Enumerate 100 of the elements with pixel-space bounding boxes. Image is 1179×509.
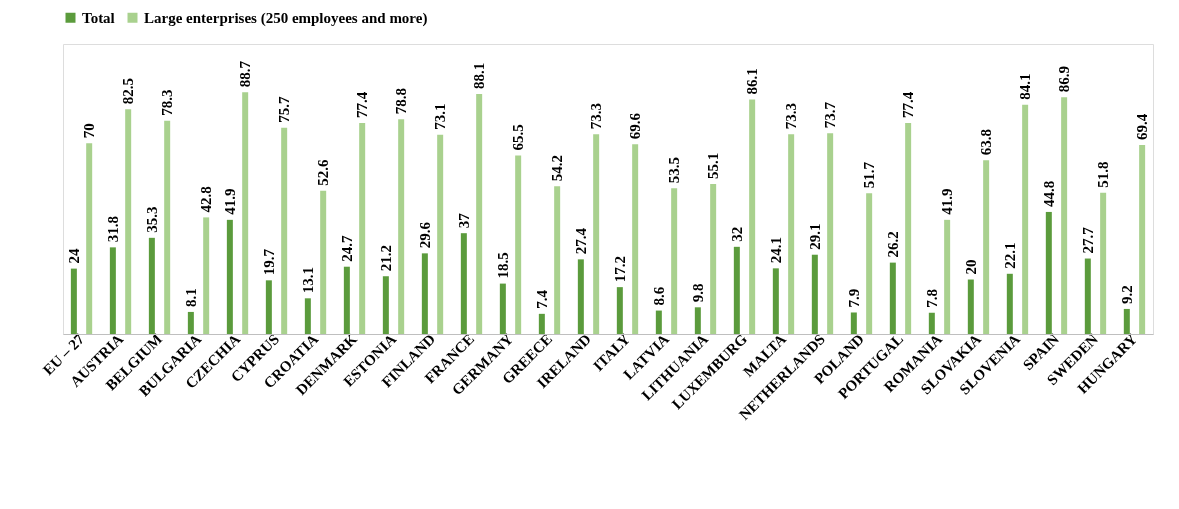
bar — [1123, 308, 1130, 334]
bar — [148, 237, 155, 334]
bar — [733, 246, 740, 334]
data-label: 29.6 — [416, 221, 433, 249]
data-label: 52.6 — [315, 158, 332, 186]
bar — [359, 123, 366, 334]
data-label: 17.2 — [611, 255, 628, 283]
bar — [905, 123, 912, 334]
data-label: 26.2 — [884, 231, 901, 258]
data-label: 7.9 — [845, 288, 862, 308]
data-label: 78.8 — [393, 88, 410, 115]
data-label: 44.8 — [1040, 180, 1057, 207]
bar — [1139, 144, 1146, 334]
bar — [226, 219, 233, 334]
data-label: 53.5 — [666, 156, 683, 184]
data-label: 84.1 — [1017, 73, 1034, 100]
data-label: 51.7 — [861, 161, 878, 189]
bar — [304, 298, 311, 334]
bar — [577, 259, 584, 334]
data-label: 24.7 — [338, 234, 355, 262]
bar — [866, 193, 873, 334]
bar — [437, 134, 444, 334]
bar — [593, 134, 600, 334]
data-label: 42.8 — [198, 186, 215, 213]
data-label: 19.7 — [260, 248, 277, 276]
data-label: 22.1 — [1001, 242, 1018, 269]
bar — [1045, 211, 1052, 334]
bar — [928, 312, 935, 334]
bar — [944, 219, 951, 334]
data-label: 73.3 — [783, 103, 800, 130]
bar — [827, 133, 834, 334]
data-label: 41.9 — [221, 188, 238, 215]
bar — [616, 287, 623, 334]
data-label: 77.4 — [900, 91, 917, 119]
data-label: 37 — [455, 212, 472, 229]
bar — [788, 134, 795, 334]
bar — [1061, 97, 1068, 334]
data-label: 77.4 — [354, 91, 371, 119]
bar — [187, 311, 194, 334]
bar — [203, 217, 210, 334]
bar — [710, 183, 717, 334]
data-label: 78.3 — [159, 89, 176, 116]
data-label: 21.2 — [377, 244, 394, 272]
data-label: 32 — [728, 226, 745, 242]
data-label: 9.2 — [1118, 285, 1135, 304]
data-label: 69.4 — [1134, 113, 1151, 140]
bar — [86, 143, 93, 334]
bar — [772, 268, 779, 334]
bar — [515, 155, 522, 334]
data-label: 73.1 — [432, 103, 449, 130]
data-label: 73.7 — [822, 101, 839, 129]
bar — [109, 247, 116, 334]
bar — [983, 160, 990, 334]
bar — [343, 266, 350, 334]
legend-label: Large enterprises (250 employees and more) — [144, 9, 428, 27]
data-label: 63.8 — [978, 128, 995, 156]
bar — [421, 253, 428, 334]
bar — [655, 310, 662, 334]
data-label: 8.6 — [650, 286, 667, 306]
bar — [694, 307, 701, 334]
data-label: 27.7 — [1079, 226, 1096, 254]
data-label: 54.2 — [549, 155, 566, 182]
bar — [476, 93, 483, 334]
bar — [889, 262, 896, 334]
bar — [70, 268, 77, 334]
data-label: 86.9 — [1056, 65, 1073, 93]
data-label: 7.8 — [923, 289, 940, 308]
data-label: 86.1 — [744, 68, 761, 95]
bar — [749, 99, 756, 334]
bar — [967, 279, 974, 334]
bar — [499, 283, 506, 334]
data-label: 69.6 — [627, 112, 644, 140]
bar — [671, 188, 678, 334]
data-label: 24 — [65, 248, 82, 264]
bar — [632, 144, 639, 334]
data-label: 88.1 — [471, 62, 488, 89]
data-label: 70 — [81, 123, 98, 139]
bar — [281, 127, 288, 334]
bar — [1022, 104, 1029, 334]
data-label: 31.8 — [104, 216, 121, 243]
data-label: 18.5 — [494, 252, 511, 279]
bar — [164, 120, 171, 334]
bar — [1084, 258, 1091, 334]
data-label: 88.7 — [237, 60, 254, 88]
bar — [850, 312, 857, 334]
data-label: 55.1 — [705, 152, 722, 179]
bar — [1006, 273, 1013, 334]
bar — [811, 254, 818, 334]
data-label: 35.3 — [143, 206, 160, 233]
bar — [242, 92, 249, 334]
bar — [554, 186, 561, 334]
bar — [398, 119, 405, 334]
data-label: 73.3 — [588, 103, 605, 130]
data-label: 65.5 — [510, 124, 527, 151]
legend-label: Total — [82, 9, 115, 26]
data-label: 41.9 — [939, 188, 956, 215]
data-label: 75.7 — [276, 96, 293, 123]
data-label: 27.4 — [572, 227, 589, 255]
data-label: 51.8 — [1095, 161, 1112, 188]
data-label: 29.1 — [806, 223, 823, 250]
